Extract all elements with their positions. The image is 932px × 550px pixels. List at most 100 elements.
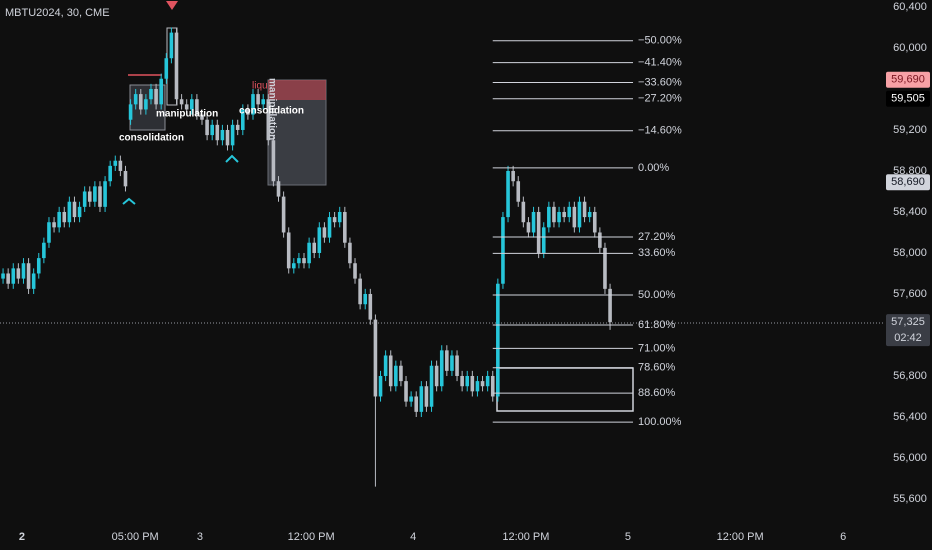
candle-body xyxy=(312,242,317,253)
candle-body xyxy=(174,32,179,100)
price-label-bg xyxy=(886,71,930,88)
candle-body xyxy=(547,206,551,228)
price-label: 59,690 xyxy=(891,74,925,86)
candle-body xyxy=(536,211,541,253)
candle-body xyxy=(77,206,82,218)
chart-title: MBTU2024, 30, CME xyxy=(5,7,110,19)
candle-body xyxy=(490,375,495,397)
candle-body xyxy=(383,355,388,376)
candle-body xyxy=(598,232,602,248)
candle-body xyxy=(113,160,118,166)
candle-body xyxy=(128,104,133,120)
candle-body xyxy=(271,140,276,182)
candle-body xyxy=(189,99,194,110)
candle-body xyxy=(552,206,556,223)
candle-body xyxy=(409,396,413,402)
candle-body xyxy=(281,196,286,233)
fib-label: −14.60% xyxy=(638,125,682,137)
candle-body xyxy=(133,94,138,105)
candle-body xyxy=(179,99,184,105)
candle-body xyxy=(414,396,419,412)
candle-body xyxy=(256,94,260,105)
price-label: 59,505 xyxy=(891,93,925,105)
candle-body xyxy=(205,119,209,136)
candle-body xyxy=(82,191,87,207)
candle-body xyxy=(200,114,204,120)
candle-body xyxy=(511,170,515,182)
candle-body xyxy=(399,365,403,382)
candle-body xyxy=(562,211,566,218)
candle-body xyxy=(353,263,357,279)
candle-body xyxy=(475,381,480,392)
x-tick-label: 05:00 PM xyxy=(112,531,159,543)
annotation: consolidation xyxy=(119,133,184,144)
candle-body xyxy=(388,355,393,387)
candle-body xyxy=(394,365,398,387)
candle-body xyxy=(235,124,240,130)
candle-body xyxy=(230,124,235,146)
annotation: consolidation xyxy=(239,106,304,117)
candle-body xyxy=(57,211,61,228)
candle-body xyxy=(11,268,16,284)
candle-body xyxy=(429,365,434,407)
y-tick-label: 57,600 xyxy=(893,288,927,300)
candle-body xyxy=(261,99,266,105)
candle-body xyxy=(98,186,102,207)
sell-marker xyxy=(166,1,178,10)
y-tick-label: 58,400 xyxy=(893,206,927,218)
candle-body xyxy=(526,222,531,233)
price-label-bg xyxy=(886,90,930,107)
x-tick-label: 12:00 PM xyxy=(502,531,549,543)
candle-body xyxy=(276,181,281,197)
x-tick-label: 12:00 PM xyxy=(717,531,764,543)
candle-body xyxy=(363,293,368,305)
candle-body xyxy=(434,365,439,387)
candle-body xyxy=(52,222,56,228)
y-tick-label: 59,200 xyxy=(893,124,927,136)
candle-body xyxy=(241,109,245,130)
price-label-bg xyxy=(886,174,930,191)
liquidity-zone xyxy=(268,80,326,100)
fib-label: −27.20% xyxy=(638,93,682,105)
candle-body xyxy=(169,32,174,59)
candle-body xyxy=(501,217,505,284)
fib-label: −41.40% xyxy=(638,57,682,69)
candle-body xyxy=(496,283,500,397)
x-tick-label: 4 xyxy=(410,531,416,543)
target-box xyxy=(496,367,634,412)
candle-body xyxy=(516,181,521,202)
candle-body xyxy=(246,109,250,115)
fib-label: 27.20% xyxy=(638,231,676,243)
price-label: 58,690 xyxy=(891,176,925,188)
candle-body xyxy=(108,165,112,182)
candle-body xyxy=(322,227,327,238)
candle-body xyxy=(327,217,332,238)
candle-body xyxy=(368,293,373,320)
candle-body xyxy=(1,273,5,279)
candle-body xyxy=(557,211,561,223)
candle-body xyxy=(460,375,464,387)
candle-body xyxy=(307,242,311,264)
buy-marker xyxy=(225,154,239,163)
candle-body xyxy=(439,350,444,387)
y-tick-label: 60,000 xyxy=(893,42,927,54)
candle-body xyxy=(225,129,230,146)
candle-body xyxy=(373,319,378,397)
candle-body xyxy=(138,94,143,110)
x-tick-label: 12:00 PM xyxy=(288,531,335,543)
candle-body xyxy=(358,278,362,305)
fib-label: 33.60% xyxy=(638,247,676,259)
candle-body xyxy=(603,247,607,289)
candle-body xyxy=(531,211,536,233)
y-tick-label: 56,000 xyxy=(893,452,927,464)
candle-body xyxy=(286,232,291,269)
candle-body xyxy=(93,186,97,202)
candle-body xyxy=(337,211,342,223)
annotation: liqu xyxy=(252,81,268,92)
candle-body xyxy=(608,288,612,323)
candle-body xyxy=(470,375,475,392)
candle-body xyxy=(36,258,41,274)
candle-body xyxy=(16,268,21,279)
candle-body xyxy=(577,201,582,228)
candle-body xyxy=(292,263,296,269)
